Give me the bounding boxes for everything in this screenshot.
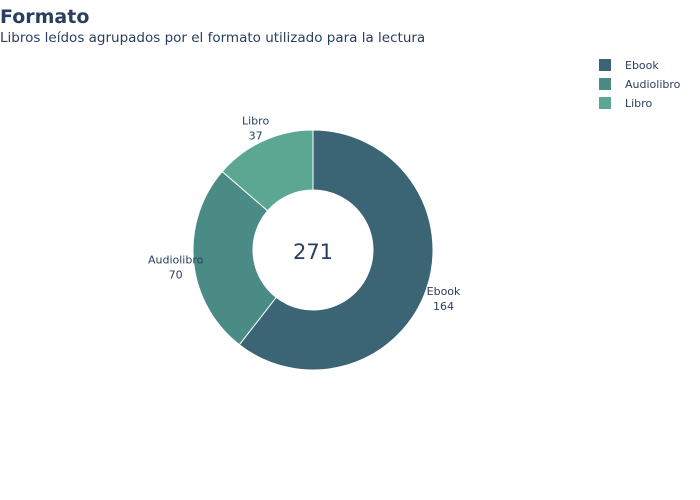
legend-swatch-ebook[interactable] xyxy=(599,59,611,71)
slice-label-audiolibro: Audiolibro xyxy=(148,254,204,267)
legend-label-ebook[interactable]: Ebook xyxy=(625,59,659,72)
slice-value-ebook: 164 xyxy=(433,300,454,313)
chart-title: Formato xyxy=(0,6,90,28)
chart-subtitle: Libros leídos agrupados por el formato u… xyxy=(0,30,426,46)
slice-label-ebook: Ebook xyxy=(427,285,461,298)
slice-labels-group: Ebook 164 Audiolibro 70 Libro 37 xyxy=(148,115,461,313)
legend-swatch-libro[interactable] xyxy=(599,97,611,109)
slices-group xyxy=(192,129,434,371)
slice-libro[interactable] xyxy=(221,129,314,212)
legend-swatch-audiolibro[interactable] xyxy=(599,78,611,90)
slice-label-libro: Libro xyxy=(242,115,269,128)
legend-label-libro[interactable]: Libro xyxy=(625,97,652,110)
slice-audiolibro[interactable] xyxy=(192,170,277,346)
legend: Ebook Audiolibro Libro xyxy=(599,59,681,110)
slice-ebook[interactable] xyxy=(238,129,434,371)
legend-label-audiolibro[interactable]: Audiolibro xyxy=(625,78,681,91)
center-total: 271 xyxy=(293,240,333,264)
slice-value-audiolibro: 70 xyxy=(169,269,183,282)
slice-value-libro: 37 xyxy=(249,130,263,143)
